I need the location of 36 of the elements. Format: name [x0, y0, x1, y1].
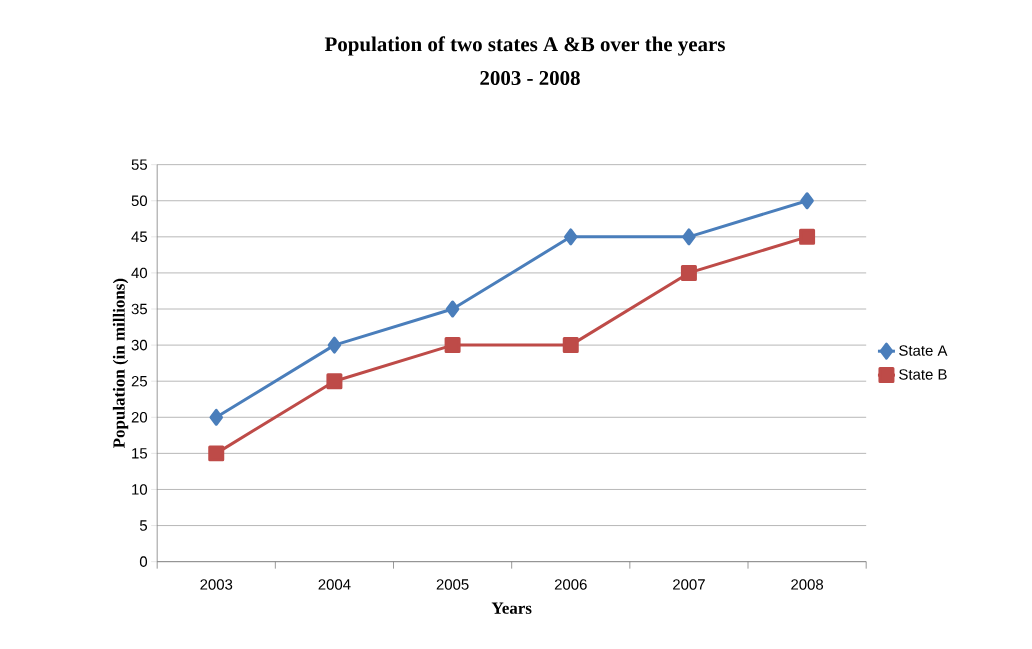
y-tick-label: 5: [139, 520, 148, 531]
point: [562, 337, 579, 354]
point: [327, 336, 342, 354]
x-tick-label: 2008: [791, 579, 824, 590]
point: [326, 373, 343, 390]
point: [682, 228, 696, 246]
point: [445, 300, 460, 318]
point: [444, 337, 461, 354]
x-tick-label: 2006: [554, 579, 587, 590]
y-tick-label: 25: [131, 375, 148, 387]
y-tick-label: 15: [132, 448, 148, 459]
y-tick-label: 45: [131, 231, 148, 243]
point: [564, 228, 578, 246]
y-tick-label: 40: [131, 267, 148, 279]
y-tick-label: 50: [131, 195, 148, 207]
y-tick-label: 0: [139, 556, 148, 567]
point: [799, 228, 816, 245]
point: [208, 445, 225, 462]
y-tick-label: 35: [131, 303, 148, 315]
y-tick-label: 10: [132, 484, 148, 495]
point: [209, 408, 223, 426]
y-tick-label: 20: [131, 411, 148, 423]
y-tick-label: 30: [131, 339, 148, 351]
y-tick-label: 55: [131, 159, 148, 170]
x-tick-label: 2004: [318, 579, 351, 590]
chart-title: Population of two states A &B over the years: [324, 36, 725, 56]
point: [680, 264, 697, 281]
x-tick-label: 2003: [200, 579, 233, 590]
x-tick-label: 2007: [673, 579, 705, 590]
chart-subtitle: 2003 - 2008: [480, 70, 580, 86]
y-axis-title: Population (in millions): [112, 278, 129, 449]
x-axis-title: Years: [491, 602, 532, 614]
legend-label: State A: [899, 345, 948, 356]
x-tick-label: 2005: [436, 579, 469, 590]
legend-label: State B: [899, 369, 947, 380]
point: [800, 192, 814, 210]
